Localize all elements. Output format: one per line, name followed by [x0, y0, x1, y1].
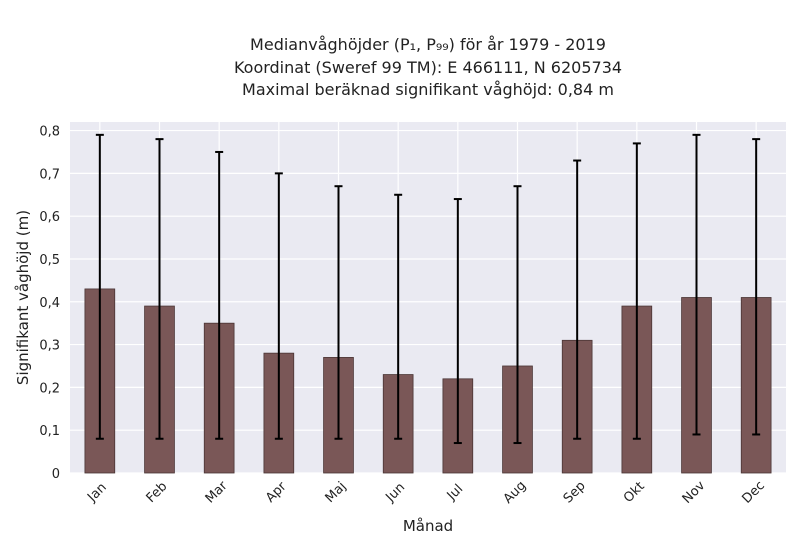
error-bar-sep [573, 159, 582, 440]
y-tick-label: 0,6 [39, 210, 60, 225]
x-tick-label: Feb [144, 479, 171, 506]
error-bar-nov [692, 133, 701, 436]
error-bars [95, 133, 761, 445]
x-tick-label: Aug [501, 478, 530, 507]
x-tick-label: Apr [263, 479, 290, 506]
error-bar-mar [215, 150, 224, 440]
x-tick-label: Okt [621, 479, 648, 506]
chart-title-line-3: Maximal beräknad signifikant våghöjd: 0,… [242, 80, 614, 99]
y-tick-label: 0,1 [39, 424, 60, 439]
x-tick-label: Jun [382, 480, 408, 506]
x-tick-label: Nov [680, 478, 709, 507]
x-tick-labels: Jan Feb Mar Apr Maj Jun Jul Aug Sep Okt Nov Dec [84, 478, 768, 507]
plot-area [70, 122, 786, 473]
chart-title-line-1: Medianvåghöjder (P₁, P₉₉) för år 1979 - … [250, 35, 606, 54]
error-bar-aug [513, 185, 522, 445]
error-bar-feb [155, 138, 164, 440]
y-axis-label: Signifikant våghöjd (m) [14, 210, 32, 385]
y-tick-labels: 0 0,1 0,2 0,3 0,4 0,5 0,6 0,7 0,8 [39, 125, 60, 482]
y-tick-label: 0,4 [39, 296, 60, 311]
error-bar-jan [95, 133, 104, 440]
error-bar-apr [274, 172, 283, 440]
y-tick-label: 0,8 [39, 125, 60, 140]
chart-title-line-2: Koordinat (Sweref 99 TM): E 466111, N 62… [233, 58, 623, 77]
error-bar-jun [394, 193, 403, 440]
x-tick-label: Dec [739, 478, 767, 506]
x-tick-label: Jan [84, 480, 109, 505]
error-bar-jul [453, 198, 462, 445]
error-bar-dec [752, 138, 761, 436]
y-tick-label: 0,7 [39, 167, 60, 182]
error-bar-okt [632, 142, 641, 440]
y-tick-label: 0,3 [39, 339, 60, 354]
y-tick-label: 0,2 [39, 381, 60, 396]
x-axis-label: Månad [403, 517, 453, 535]
y-tick-label: 0,5 [39, 253, 60, 268]
x-tick-label: Jul [444, 482, 466, 504]
x-tick-label: Sep [561, 479, 589, 507]
x-tick-label: Mar [203, 478, 231, 506]
y-tick-label: 0 [52, 467, 60, 482]
x-tick-label: Maj [323, 479, 350, 506]
error-bar-maj [334, 185, 343, 440]
